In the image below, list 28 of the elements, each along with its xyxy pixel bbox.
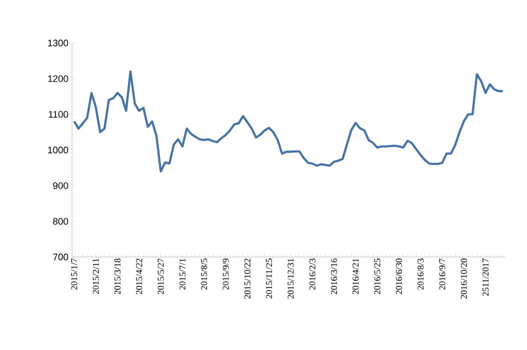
line-series — [73, 70, 504, 172]
y-tick-label: 800 — [53, 218, 68, 225]
x-tick-label: 2015/4/22 — [136, 258, 142, 294]
y-tick-label: 1100 — [48, 110, 68, 118]
x-tick-label: 2016/3/16 — [330, 258, 338, 294]
x-tick-label: 2015/3/18 — [114, 258, 121, 294]
x-tick-label: 2016/4/21 — [352, 258, 359, 294]
x-tick-label: 2016/10/20 — [460, 258, 467, 299]
x-tick-label: 2015/12/31 — [288, 258, 294, 299]
y-tick-label: 900 — [53, 182, 68, 190]
x-tick-label: 2015/2/11 — [92, 258, 99, 294]
x-tick-label: 2015/9/9 — [222, 258, 229, 290]
x-tick-label: 2016/6/30 — [396, 258, 402, 294]
x-tick-label: 2015/10/22 — [244, 258, 250, 299]
x-tick-label: 2015/5/27 — [158, 258, 164, 294]
x-tick-label: 2015/8/5 — [201, 258, 208, 290]
y-tick-label: 1000 — [48, 146, 68, 154]
x-tick-label: 2015/7/1 — [179, 258, 186, 290]
y-tick-label: 1200 — [48, 75, 68, 82]
x-tick-label: 2016/9/7 — [439, 258, 446, 290]
x-tick-label: 2016/5/25 — [374, 258, 380, 294]
y-tick-label: 1300 — [48, 40, 68, 46]
x-tick-label: 2511/2017 — [482, 258, 489, 296]
x-tick-label: 2016/2/3 — [309, 258, 316, 290]
x-tick-label: 2015/11/25 — [266, 258, 272, 298]
x-tick-label: 2015/1/7 — [71, 258, 78, 290]
y-tick-label: 700 — [53, 254, 68, 260]
x-tick-label: 2016/8/3 — [418, 258, 424, 290]
